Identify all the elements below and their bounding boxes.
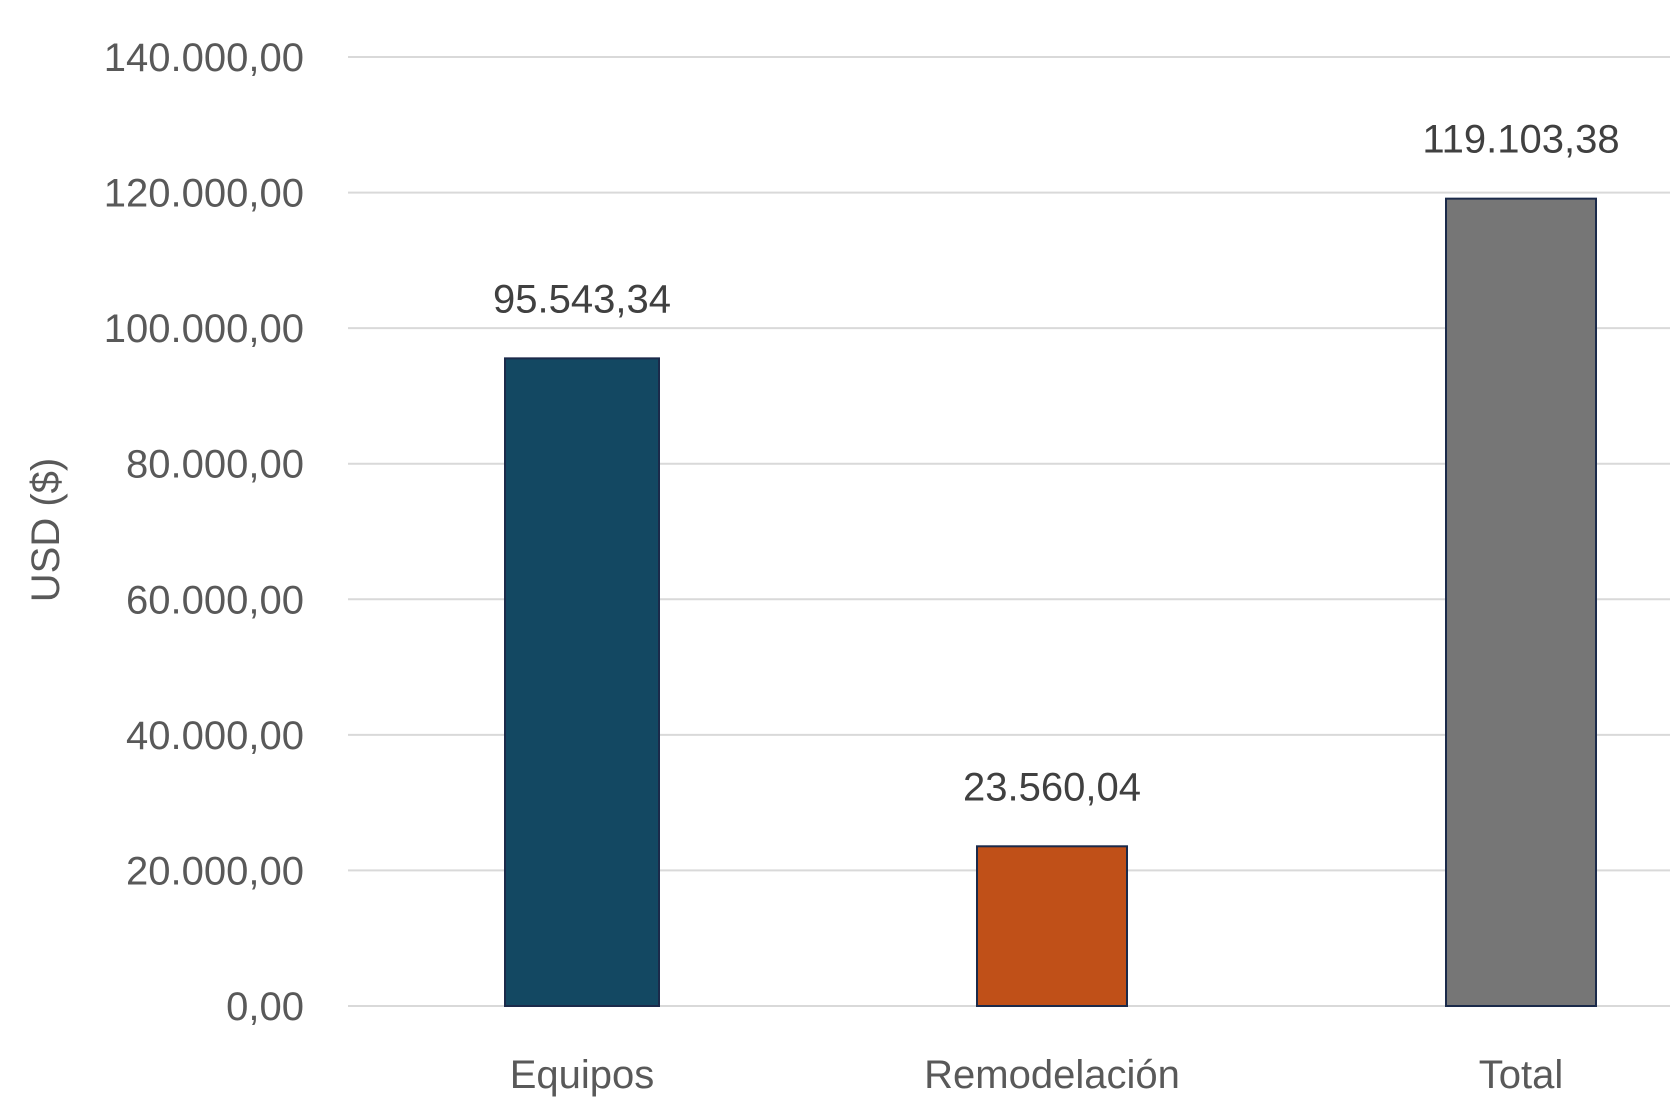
y-tick-label: 100.000,00 xyxy=(104,307,304,351)
y-axis-tick-labels: 0,00 20.000,00 40.000,00 60.000,00 80.000,00… xyxy=(104,36,304,1029)
bar-total xyxy=(1445,197,1597,1007)
y-tick-label: 140.000,00 xyxy=(104,36,304,80)
x-category-label: Remodelación xyxy=(924,1053,1180,1097)
x-axis-category-labels: Equipos Remodelación Total xyxy=(510,1053,1564,1097)
data-labels: 95.543,34 23.560,04 119.103,38 xyxy=(493,118,1620,810)
data-label: 119.103,38 xyxy=(1422,118,1619,162)
bar-equipos xyxy=(504,357,660,1007)
y-axis-title: USD ($) xyxy=(24,458,68,602)
y-tick-label: 20.000,00 xyxy=(126,849,304,893)
y-tick-label: 40.000,00 xyxy=(126,714,304,758)
data-label: 95.543,34 xyxy=(493,277,671,321)
bars xyxy=(504,197,1597,1007)
data-label: 23.560,04 xyxy=(963,765,1141,809)
x-category-label: Total xyxy=(1479,1053,1564,1097)
y-tick-label: 60.000,00 xyxy=(126,578,304,622)
y-tick-label: 0,00 xyxy=(226,985,304,1029)
y-tick-label: 120.000,00 xyxy=(104,172,304,216)
y-tick-label: 80.000,00 xyxy=(126,443,304,487)
bar-remodelacion xyxy=(976,845,1128,1007)
x-category-label: Equipos xyxy=(510,1053,655,1097)
